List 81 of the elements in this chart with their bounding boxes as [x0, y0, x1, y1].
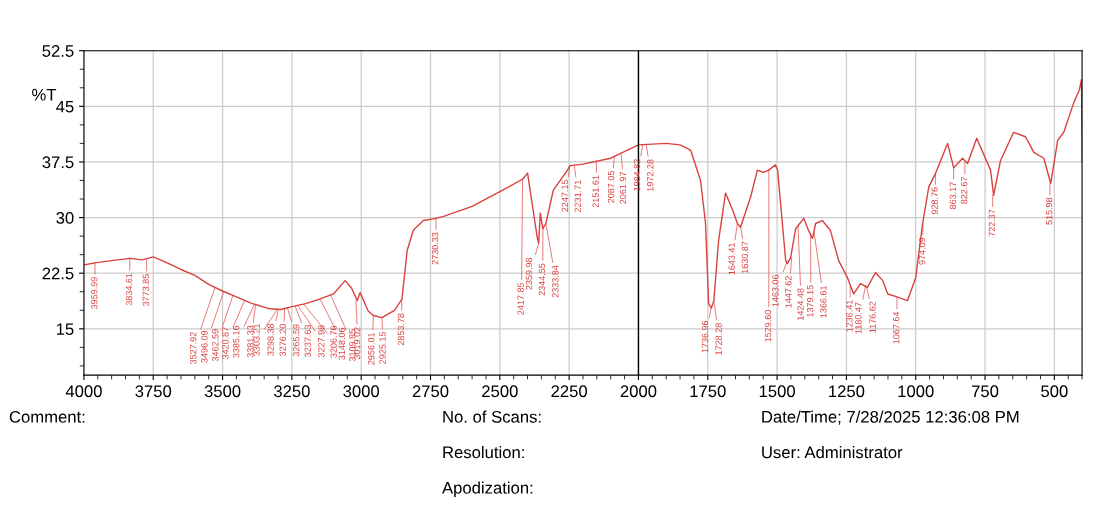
annotation: 1180.47	[855, 302, 862, 334]
annotation: 1379.15	[806, 285, 814, 317]
annotation: 3237.63	[304, 324, 311, 357]
annotation: 2730.33	[431, 232, 439, 265]
annotation: 3206.76	[330, 325, 337, 358]
x-tick-label: 4000	[65, 385, 102, 398]
x-tick-label: 3250	[273, 385, 310, 398]
annotation: 1630.87	[741, 241, 749, 274]
x-tick-label: 1250	[829, 385, 865, 398]
annotation: 3834.61	[125, 273, 133, 306]
y-axis-title: %T	[32, 88, 57, 101]
annotation: 3148.06	[338, 327, 346, 360]
text: Date/Time; 7/28/2025 12:36:08 PM	[762, 410, 1019, 425]
annotation: 2061.97	[619, 171, 627, 204]
y-tick-label: 30	[56, 211, 74, 224]
annotation: 2853.78	[397, 313, 405, 346]
annotation: 3420.87	[222, 327, 229, 360]
annotation: 2417.85	[517, 282, 524, 315]
x-tick-label: 2000	[620, 385, 657, 398]
annotation: 1424.48	[797, 288, 804, 320]
y-tick-label: 45	[56, 100, 74, 113]
annotation: 2359.98	[525, 257, 533, 290]
x-tick-label: 2250	[551, 385, 588, 398]
annotation: 3109.85	[349, 329, 356, 362]
text: Resolution:	[443, 446, 524, 459]
annotation: 3276.20	[279, 324, 286, 357]
x-tick-label: 1750	[690, 385, 726, 398]
y-tick-label: 52.5	[42, 45, 74, 57]
annotation: 2956.01	[368, 332, 375, 365]
annotation: 1984.82	[633, 159, 641, 191]
annotation: 1643.41	[728, 242, 735, 275]
annotation: 2925.15	[379, 331, 386, 364]
annotation: 722.37	[988, 209, 996, 237]
annotation: 3227.98	[318, 325, 325, 358]
x-tick-label: 2500	[482, 385, 518, 398]
annotation: 1176.62	[869, 301, 876, 333]
annotation: 2151.61	[592, 175, 599, 208]
annotation: 3381.33	[247, 325, 254, 358]
annotation: 974.09	[918, 237, 926, 265]
x-tick-label: 2750	[412, 385, 449, 398]
annotation: 1972.28	[647, 159, 654, 192]
annotation: 1463.06	[772, 274, 779, 307]
annotation: 1067.64	[892, 311, 900, 344]
annotation: 3527.92	[190, 332, 197, 365]
text: Comment:	[9, 410, 85, 423]
annotation: 3462.59	[212, 329, 219, 362]
annotation: 3496.09	[201, 330, 208, 363]
x-tick-label: 750	[971, 385, 999, 398]
text: No. of Scans:	[443, 410, 541, 423]
x-tick-label: 1500	[759, 385, 795, 398]
annotation: 1736.96	[701, 320, 709, 353]
annotation: 863.17	[949, 182, 957, 209]
x-tick-label: 3000	[343, 385, 380, 398]
annotation: 1728.28	[715, 323, 722, 355]
x-tick-label: 1000	[898, 385, 934, 398]
annotation: 2087.05	[607, 171, 615, 203]
annotation: 2247.15	[561, 179, 569, 212]
annotation: 822.67	[960, 177, 968, 204]
annotation: 515.98	[1045, 197, 1053, 225]
annotation: 1236.41	[846, 300, 853, 332]
annotation: 3303.21	[253, 323, 260, 356]
annotation: 928.76	[931, 187, 938, 215]
annotation: 3773.85	[142, 274, 150, 307]
annotation: 2344.55	[538, 263, 546, 296]
text: User: Administrator	[762, 446, 903, 459]
x-tick-label: 500	[1041, 385, 1068, 398]
annotation: 3265.59	[293, 324, 300, 357]
text: Apodization:	[442, 481, 533, 498]
annotation: 3385.16	[232, 325, 240, 358]
annotation: 2231.71	[574, 180, 581, 213]
y-tick-label: 15	[56, 323, 74, 336]
annotation: 2333.84	[552, 265, 559, 298]
annotation: 3298.38	[267, 323, 274, 356]
x-tick-label: 3750	[135, 385, 172, 398]
annotation: 1529.60	[764, 310, 772, 342]
annotation: 1447.62	[785, 276, 792, 308]
y-tick-label: 37.5	[42, 156, 74, 169]
x-tick-label: 3500	[204, 385, 241, 398]
annotation: 3959.99	[91, 277, 98, 309]
y-tick-label: 22.5	[42, 267, 74, 280]
annotation: 1366.61	[820, 285, 827, 318]
